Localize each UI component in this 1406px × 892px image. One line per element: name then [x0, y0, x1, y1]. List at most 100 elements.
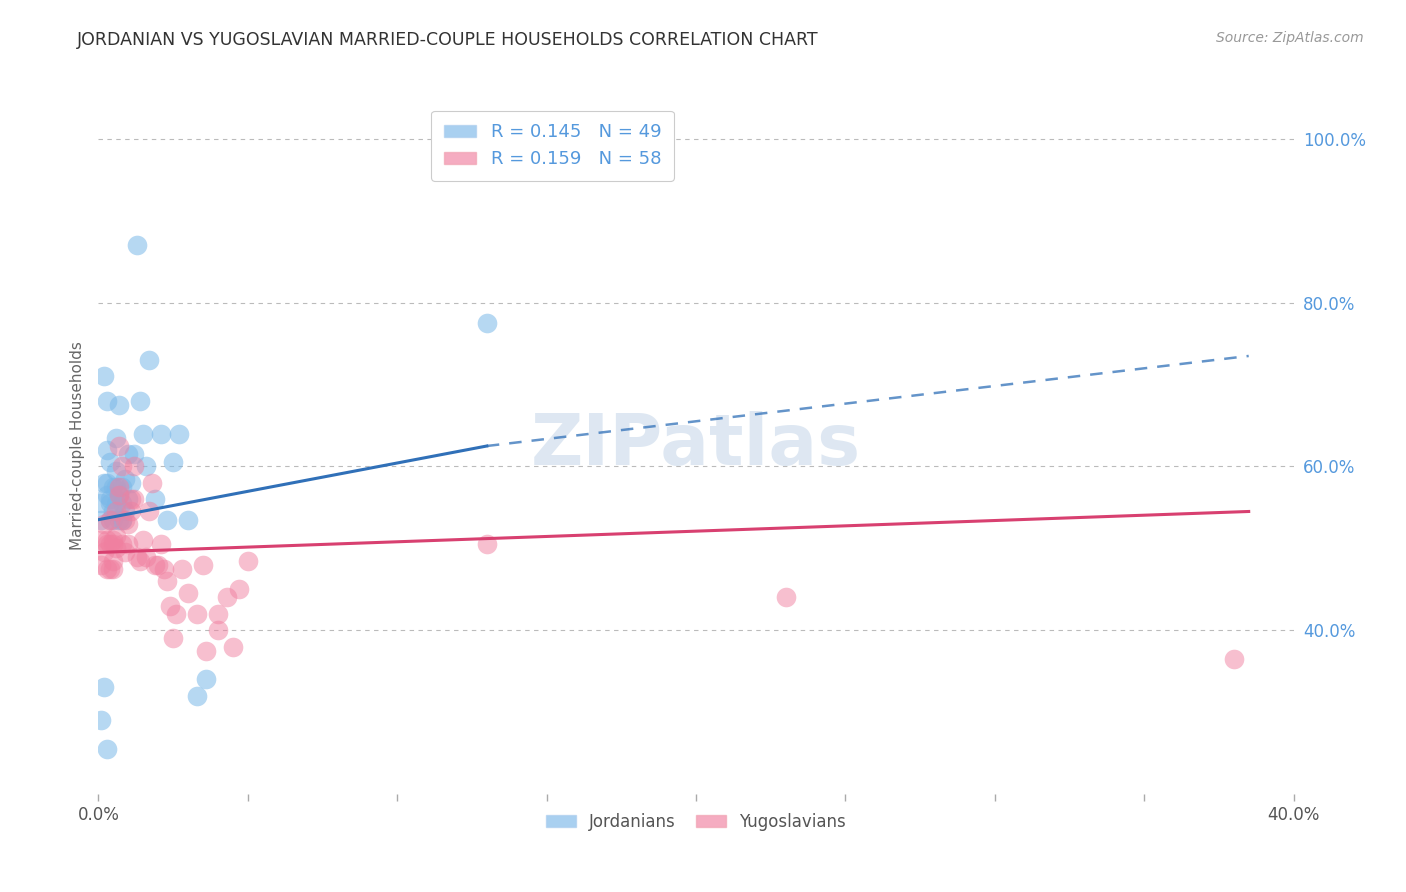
Point: [93, 369, 115, 384]
Point: [162, 632, 184, 646]
Point: [124, 447, 146, 461]
Point: [186, 689, 208, 703]
Point: [120, 504, 142, 518]
Point: [90, 513, 112, 527]
Point: [114, 472, 136, 486]
Point: [150, 537, 173, 551]
Point: [98, 496, 122, 510]
Point: [120, 475, 142, 490]
Point: [475, 316, 498, 330]
Point: [90, 713, 112, 727]
Point: [98, 537, 122, 551]
Point: [177, 586, 200, 600]
Point: [108, 398, 131, 412]
Point: [111, 459, 134, 474]
Point: [103, 553, 125, 567]
Point: [138, 504, 160, 518]
Point: [138, 353, 160, 368]
Point: [93, 516, 115, 531]
Point: [103, 504, 125, 518]
Point: [103, 513, 125, 527]
Point: [105, 480, 128, 494]
Point: [90, 558, 112, 572]
Point: [98, 562, 122, 576]
Point: [96, 394, 118, 409]
Point: [90, 496, 112, 510]
Point: [103, 480, 125, 494]
Point: [148, 558, 170, 572]
Point: [96, 443, 118, 458]
Point: [117, 447, 139, 461]
Point: [98, 513, 122, 527]
Point: [191, 558, 214, 572]
Point: [117, 537, 139, 551]
Point: [96, 533, 118, 548]
Point: [1223, 652, 1246, 666]
Point: [156, 574, 179, 588]
Point: [96, 537, 118, 551]
Point: [475, 537, 498, 551]
Point: [90, 533, 112, 548]
Point: [141, 475, 163, 490]
Point: [167, 426, 190, 441]
Point: [215, 591, 238, 605]
Point: [172, 562, 194, 576]
Point: [96, 488, 118, 502]
Point: [105, 529, 128, 543]
Point: [207, 607, 229, 621]
Point: [117, 492, 139, 507]
Text: JORDANIAN VS YUGOSLAVIAN MARRIED-COUPLE HOUSEHOLDS CORRELATION CHART: JORDANIAN VS YUGOSLAVIAN MARRIED-COUPLE …: [77, 31, 818, 49]
Point: [127, 549, 149, 564]
Point: [195, 673, 218, 687]
Point: [177, 513, 200, 527]
Point: [105, 496, 128, 510]
Point: [98, 455, 122, 469]
Point: [207, 623, 229, 637]
Point: [156, 513, 179, 527]
Point: [159, 599, 181, 613]
Point: [108, 439, 131, 453]
Point: [150, 426, 173, 441]
Point: [129, 394, 152, 409]
Point: [165, 607, 187, 621]
Point: [162, 455, 184, 469]
Point: [120, 492, 142, 507]
Point: [143, 558, 166, 572]
Point: [103, 537, 125, 551]
Point: [96, 475, 118, 490]
Point: [129, 553, 152, 567]
Point: [135, 459, 157, 474]
Point: [93, 475, 115, 490]
Point: [117, 516, 139, 531]
Point: [111, 513, 134, 527]
Point: [111, 480, 134, 494]
Point: [103, 562, 125, 576]
Point: [228, 582, 250, 597]
Point: [96, 742, 118, 756]
Point: [153, 562, 176, 576]
Point: [96, 562, 118, 576]
Point: [108, 488, 131, 502]
Y-axis label: Married-couple Households: Married-couple Households: [69, 342, 84, 550]
Point: [105, 504, 128, 518]
Point: [114, 504, 136, 518]
Point: [114, 513, 136, 527]
Point: [143, 492, 166, 507]
Point: [124, 492, 146, 507]
Text: Source: ZipAtlas.com: Source: ZipAtlas.com: [1216, 31, 1364, 45]
Point: [93, 681, 115, 695]
Point: [98, 513, 122, 527]
Point: [98, 492, 122, 507]
Point: [111, 496, 134, 510]
Point: [105, 541, 128, 556]
Point: [775, 591, 797, 605]
Point: [135, 549, 157, 564]
Point: [132, 426, 155, 441]
Point: [108, 513, 131, 527]
Point: [127, 238, 149, 252]
Point: [103, 533, 125, 548]
Point: [236, 553, 259, 567]
Point: [93, 545, 115, 559]
Legend: Jordanians, Yugoslavians: Jordanians, Yugoslavians: [540, 806, 852, 838]
Point: [195, 643, 218, 657]
